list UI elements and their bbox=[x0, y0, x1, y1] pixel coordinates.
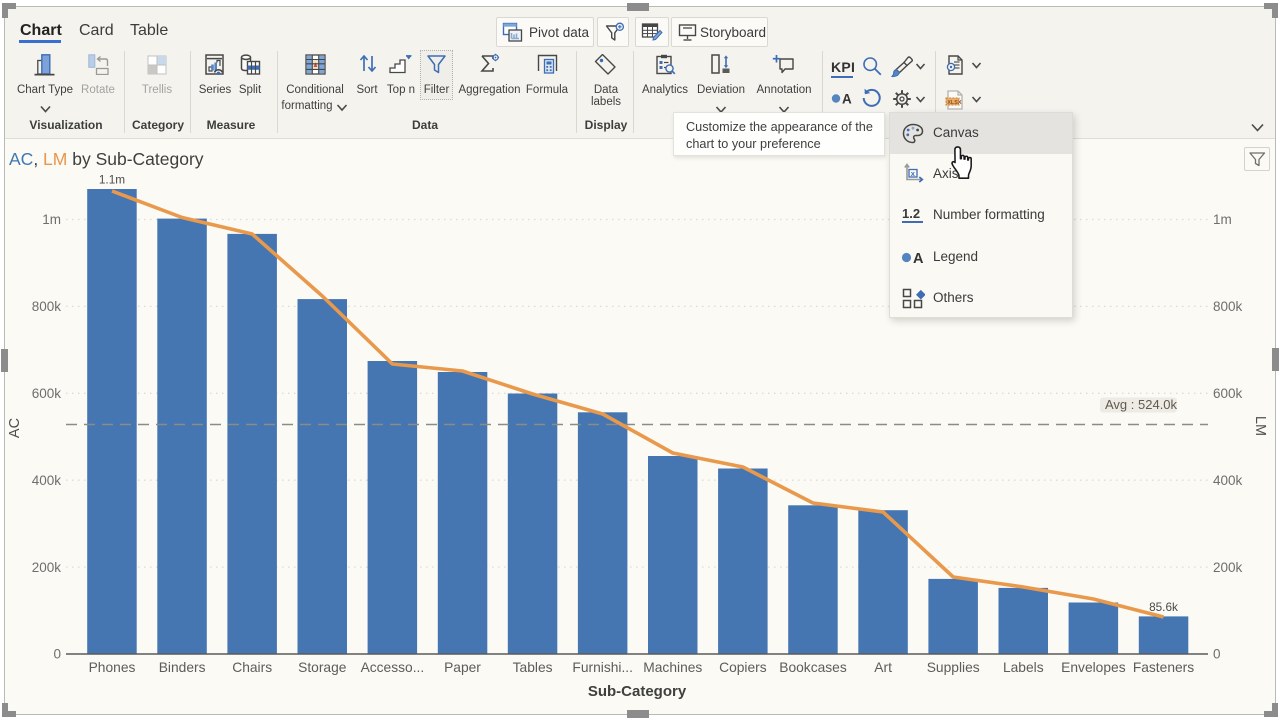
svg-text:AC: AC bbox=[7, 418, 23, 438]
svg-text:x: x bbox=[911, 169, 916, 178]
svg-text:LM: LM bbox=[1252, 416, 1268, 436]
svg-text:Storage: Storage bbox=[298, 660, 347, 675]
svg-text:Chairs: Chairs bbox=[232, 660, 272, 675]
svg-text:Furnishi...: Furnishi... bbox=[572, 660, 633, 675]
svg-text:Sub-Category: Sub-Category bbox=[588, 683, 687, 700]
svg-text:Envelopes: Envelopes bbox=[1061, 660, 1126, 675]
svg-text:AC, LM by Sub-Category: AC, LM by Sub-Category bbox=[9, 149, 204, 169]
svg-text:1m: 1m bbox=[42, 212, 61, 227]
svg-text:Avg : 524.0k: Avg : 524.0k bbox=[1105, 397, 1178, 412]
svg-text:XLSX: XLSX bbox=[947, 100, 962, 106]
svg-text:600k: 600k bbox=[32, 386, 62, 401]
svg-text:Labels: Labels bbox=[1003, 660, 1044, 675]
svg-text:400k: 400k bbox=[1213, 473, 1243, 488]
svg-text:200k: 200k bbox=[1213, 560, 1243, 575]
svg-text:400k: 400k bbox=[32, 473, 62, 488]
svg-text:1m: 1m bbox=[1213, 212, 1232, 227]
svg-text:600k: 600k bbox=[1213, 386, 1243, 401]
svg-text:1.1m: 1.1m bbox=[99, 173, 125, 187]
svg-text:85.6k: 85.6k bbox=[1149, 600, 1178, 614]
svg-text:200k: 200k bbox=[32, 560, 62, 575]
svg-text:Binders: Binders bbox=[159, 660, 206, 675]
svg-text:Paper: Paper bbox=[444, 660, 481, 675]
svg-text:0: 0 bbox=[1213, 646, 1221, 661]
svg-text:Supplies: Supplies bbox=[927, 660, 980, 675]
svg-text:A: A bbox=[913, 251, 924, 266]
svg-text:0: 0 bbox=[53, 646, 61, 661]
svg-text:Art: Art bbox=[874, 660, 892, 675]
svg-text:Phones: Phones bbox=[89, 660, 136, 675]
svg-text:800k: 800k bbox=[32, 299, 62, 314]
svg-text:Accesso...: Accesso... bbox=[361, 660, 425, 675]
svg-text:Fasteners: Fasteners bbox=[1133, 660, 1194, 675]
svg-text:Tables: Tables bbox=[513, 660, 553, 675]
svg-text:A: A bbox=[842, 92, 852, 107]
svg-text:800k: 800k bbox=[1213, 299, 1243, 314]
svg-text:Machines: Machines bbox=[643, 660, 702, 675]
svg-text:Bookcases: Bookcases bbox=[779, 660, 847, 675]
svg-text:1.2: 1.2 bbox=[902, 206, 920, 221]
svg-text:Copiers: Copiers bbox=[719, 660, 767, 675]
